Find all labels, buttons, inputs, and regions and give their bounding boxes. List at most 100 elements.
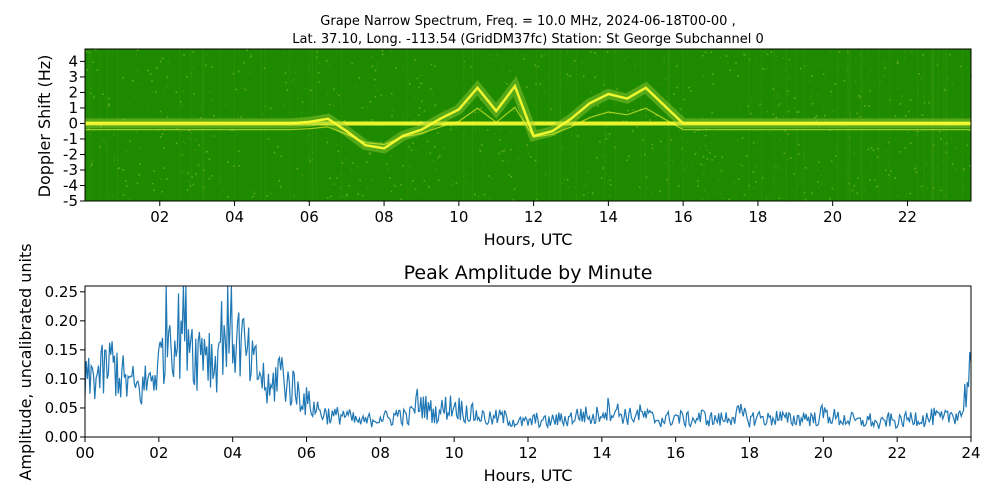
spectrogram-noise-speck: [310, 89, 312, 92]
spectrogram-frame: [84, 48, 972, 202]
spectrogram-noise-speck: [295, 71, 297, 74]
spectrogram-noise-speck: [470, 65, 472, 68]
spectrogram-noise-speck: [955, 147, 958, 149]
spectrogram-noise-speck: [634, 66, 636, 68]
spectrogram-noise-speck: [660, 140, 662, 143]
spectrogram-noise-speck: [540, 55, 543, 57]
spectrogram-noise-speck: [389, 177, 391, 179]
spectrogram-noise-speck: [814, 116, 816, 119]
spectrogram-noise-speck: [112, 194, 115, 197]
spectrogram-noise-speck: [455, 126, 458, 129]
spectrogram-noise-speck: [915, 165, 917, 167]
spectrogram-noise-speck: [772, 179, 775, 182]
spectrogram-noise-speck: [719, 56, 721, 59]
spectrogram-noise-speck: [273, 151, 276, 154]
spectrogram-noise-speck: [307, 134, 310, 136]
spectrogram-noise-speck: [85, 50, 88, 53]
spectrogram-noise-speck: [136, 182, 139, 185]
spectrogram-noise-speck: [262, 113, 264, 115]
spectrogram-noise-speck: [437, 157, 439, 159]
spectrogram-noise-speck: [270, 192, 272, 195]
spectrogram-noise-speck: [645, 115, 648, 117]
spectrogram-noise-speck: [479, 150, 482, 152]
spectrogram-noise-speck: [105, 147, 108, 149]
spectrogram-noise-speck: [333, 183, 336, 186]
spectrogram-noise-speck: [508, 174, 510, 176]
spectrogram-noise-speck: [227, 161, 229, 163]
spectrogram-noise-speck: [394, 185, 396, 187]
spectrogram-noise-speck: [391, 114, 393, 117]
spectrogram-noise-speck: [609, 195, 611, 197]
spectrogram-noise-speck: [339, 187, 342, 189]
spectrogram-noise-speck: [450, 184, 453, 186]
spectrogram-noise-speck: [549, 87, 551, 89]
spectrogram-noise-speck: [356, 169, 358, 172]
spectrogram-noise-speck: [292, 78, 295, 81]
spectrogram-noise-speck: [478, 195, 480, 198]
spectrogram-noise-speck: [316, 51, 318, 53]
spectrogram-noise-speck: [222, 190, 225, 193]
spectrogram-noise-speck: [429, 152, 432, 155]
spectrogram-noise-speck: [926, 162, 929, 164]
spectrogram-noise-speck: [562, 126, 565, 129]
spectrogram-noise-speck: [534, 159, 537, 162]
spectrogram-noise-speck: [699, 146, 701, 149]
amplitude-y-tick-label: 0.05: [45, 399, 78, 417]
spectrogram-noise-speck: [880, 81, 883, 84]
spectrogram-noise-speck: [559, 111, 562, 113]
spectrogram-noise-speck: [333, 88, 335, 91]
spectrogram-noise-speck: [966, 135, 968, 137]
spectrogram-noise-speck: [589, 51, 592, 53]
spectrogram-noise-speck: [444, 92, 446, 95]
spectrogram-noise-speck: [565, 81, 568, 84]
spectrogram-noise-speck: [587, 171, 589, 173]
spectrogram-noise-speck: [776, 55, 778, 57]
spectrogram-noise-speck: [927, 174, 929, 176]
spectrogram-noise-speck: [597, 105, 599, 107]
spectrogram-noise-speck: [318, 62, 321, 65]
spectrogram-noise-speck: [465, 181, 468, 184]
spectrogram-noise-speck: [706, 158, 708, 160]
spectrogram-noise-speck: [820, 174, 822, 176]
spectrogram-noise-speck: [250, 55, 252, 58]
spectrogram-noise-speck: [701, 117, 704, 119]
spectrogram-noise-speck: [632, 130, 634, 132]
spectrogram-noise-speck: [897, 87, 899, 90]
spectrogram-noise-speck: [605, 134, 607, 136]
spectrogram-noise-speck: [945, 142, 948, 145]
spectrogram-noise-speck: [511, 109, 514, 112]
spectrogram-noise-speck: [963, 170, 965, 172]
spectrogram-noise-speck: [518, 103, 520, 106]
spectrogram-noise-speck: [599, 140, 601, 143]
spectrogram-noise-speck: [306, 137, 308, 139]
spectrogram-noise-speck: [506, 161, 509, 164]
spectrogram-noise-speck: [783, 152, 786, 155]
spectrogram-noise-speck: [185, 87, 188, 89]
spectrogram-noise-speck: [309, 160, 312, 162]
spectrogram-noise-speck: [897, 62, 899, 65]
spectrogram-noise-speck: [602, 167, 604, 169]
spectrogram-noise-speck: [163, 167, 165, 169]
spectrogram-noise-speck: [225, 104, 228, 106]
spectrogram-noise-speck: [103, 142, 105, 144]
spectrogram-noise-speck: [930, 79, 932, 82]
spectrogram-noise-speck: [107, 103, 110, 106]
spectrogram-noise-speck: [766, 110, 768, 113]
spectrogram-noise-speck: [815, 120, 817, 122]
spectrogram-noise-speck: [645, 187, 648, 189]
spectrogram-noise-speck: [769, 130, 771, 133]
spectrogram-noise-speck: [851, 189, 854, 192]
spectrogram-noise-speck: [233, 165, 235, 167]
spectrogram-noise-speck: [659, 190, 661, 193]
spectrogram-x-tick-label: 22: [898, 208, 917, 226]
spectrogram-noise-speck: [195, 173, 197, 175]
spectrogram-noise-speck: [867, 148, 870, 151]
spectrogram-noise-speck: [676, 65, 678, 67]
spectrogram-noise-speck: [128, 198, 130, 201]
spectrogram-noise-speck: [822, 108, 825, 111]
spectrogram-noise-speck: [139, 147, 141, 149]
spectrogram-noise-speck: [235, 88, 238, 91]
spectrogram-noise-speck: [390, 50, 392, 52]
spectrogram-noise-speck: [870, 161, 873, 164]
